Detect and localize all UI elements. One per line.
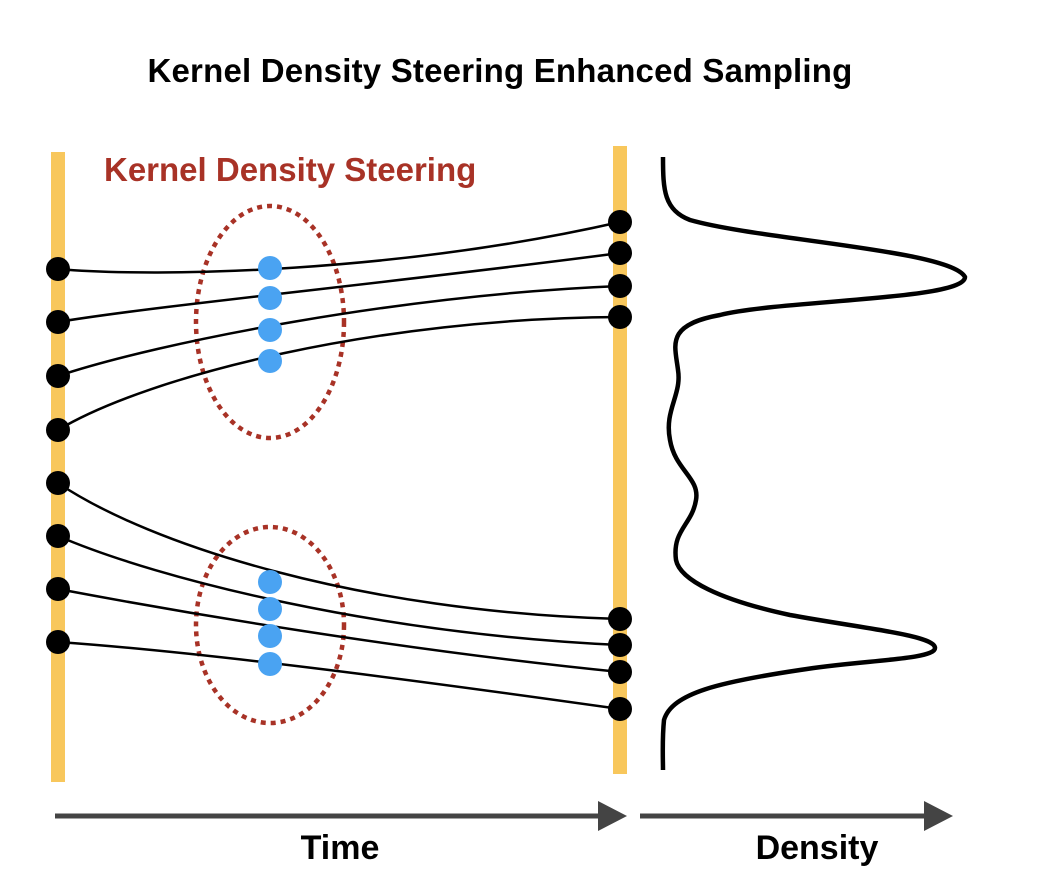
steered-particle	[258, 318, 282, 342]
start-time-rail	[51, 152, 65, 782]
time-arrowhead	[598, 801, 627, 831]
density-arrowhead	[924, 801, 953, 831]
particle	[46, 630, 70, 654]
lower-steering-region	[193, 524, 347, 726]
trajectory	[57, 220, 621, 274]
steered-particle	[258, 652, 282, 676]
trajectory	[57, 534, 621, 647]
upper-steering-region	[193, 203, 347, 441]
steered-particle	[258, 286, 282, 310]
particle	[608, 241, 632, 265]
particle	[46, 418, 70, 442]
particle	[608, 697, 632, 721]
particle	[608, 210, 632, 234]
steered-particle	[258, 256, 282, 280]
steered-particle	[258, 570, 282, 594]
diagram-title: Kernel Density Steering Enhanced Samplin…	[147, 52, 853, 89]
particle	[608, 274, 632, 298]
trajectory	[57, 251, 621, 324]
particle	[608, 633, 632, 657]
end-particles	[608, 210, 632, 721]
particle	[46, 257, 70, 281]
density-label: Density	[756, 829, 879, 867]
trajectory	[57, 315, 621, 432]
particle	[46, 364, 70, 388]
trajectory	[57, 587, 621, 674]
steered-particle	[258, 597, 282, 621]
particle	[46, 577, 70, 601]
particle	[46, 524, 70, 548]
particle	[46, 471, 70, 495]
trajectory	[57, 481, 621, 621]
trajectory	[57, 284, 621, 378]
particle	[608, 607, 632, 631]
particle	[608, 305, 632, 329]
particle	[46, 310, 70, 334]
start-particles	[46, 257, 70, 654]
steered-particle	[258, 349, 282, 373]
time-arrow	[55, 801, 627, 831]
steered-particle	[258, 624, 282, 648]
trajectories	[57, 220, 621, 711]
time-label: Time	[301, 829, 380, 867]
steered-particles	[258, 256, 282, 676]
particle	[608, 660, 632, 684]
density-curve	[660, 156, 968, 771]
density-arrow	[640, 801, 953, 831]
steering-label: Kernel Density Steering	[104, 151, 476, 188]
trajectory	[57, 640, 621, 711]
